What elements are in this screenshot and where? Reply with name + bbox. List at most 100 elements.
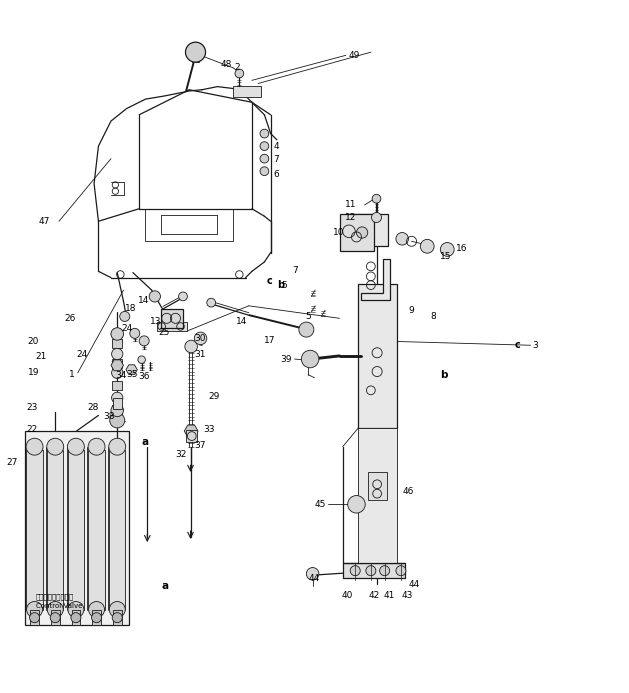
- Text: 5: 5: [281, 281, 287, 290]
- Circle shape: [26, 438, 43, 455]
- Text: 22: 22: [26, 425, 38, 434]
- Text: 44: 44: [308, 574, 320, 583]
- Circle shape: [111, 349, 123, 360]
- Circle shape: [92, 613, 102, 623]
- Bar: [113, 610, 121, 625]
- Circle shape: [366, 565, 376, 576]
- Text: Control Valve: Control Valve: [36, 604, 82, 609]
- Text: b: b: [440, 369, 447, 380]
- Bar: [359, 284, 397, 428]
- Text: 11: 11: [345, 200, 356, 209]
- Text: 6: 6: [273, 170, 279, 179]
- Text: 36: 36: [138, 372, 150, 381]
- Circle shape: [109, 602, 125, 617]
- Bar: [112, 359, 122, 368]
- Circle shape: [396, 565, 406, 576]
- Text: c: c: [515, 340, 521, 350]
- Text: 32: 32: [175, 450, 187, 459]
- Bar: [51, 610, 60, 625]
- Circle shape: [357, 227, 368, 238]
- Circle shape: [260, 155, 269, 163]
- Circle shape: [120, 311, 130, 322]
- Bar: [233, 86, 261, 97]
- Text: 30: 30: [194, 335, 206, 344]
- Text: 14: 14: [138, 296, 149, 305]
- Text: 19: 19: [28, 368, 39, 377]
- Bar: [72, 610, 81, 625]
- Text: 17: 17: [264, 335, 276, 344]
- Bar: [109, 450, 125, 610]
- Circle shape: [372, 194, 381, 203]
- Text: 10: 10: [333, 228, 345, 237]
- Circle shape: [111, 328, 123, 340]
- Text: 29: 29: [208, 392, 220, 401]
- Text: 44: 44: [408, 580, 420, 589]
- Text: 14: 14: [237, 317, 248, 326]
- Text: 38: 38: [103, 412, 114, 421]
- Circle shape: [111, 392, 123, 403]
- Circle shape: [138, 356, 145, 363]
- Circle shape: [260, 129, 269, 138]
- Bar: [112, 405, 122, 414]
- Bar: [343, 563, 405, 578]
- Text: 45: 45: [314, 500, 326, 509]
- Text: 13: 13: [150, 317, 162, 326]
- Text: 48: 48: [221, 60, 232, 69]
- Text: 33: 33: [203, 426, 214, 435]
- Bar: [30, 610, 39, 625]
- Text: 3: 3: [532, 341, 538, 350]
- Polygon shape: [362, 258, 389, 299]
- Circle shape: [260, 167, 269, 175]
- Text: 18: 18: [125, 304, 137, 313]
- Text: 46: 46: [402, 487, 413, 496]
- Circle shape: [26, 602, 43, 617]
- Text: 20: 20: [28, 337, 39, 346]
- Text: 5: 5: [305, 312, 311, 321]
- Circle shape: [235, 69, 243, 78]
- Text: 15: 15: [440, 252, 451, 261]
- Text: 49: 49: [349, 51, 360, 60]
- Bar: [113, 398, 121, 409]
- Text: 7: 7: [292, 265, 298, 274]
- Text: 25: 25: [158, 328, 169, 337]
- Circle shape: [372, 213, 382, 222]
- Circle shape: [71, 613, 81, 623]
- Text: a: a: [162, 581, 169, 590]
- Circle shape: [396, 233, 408, 245]
- Circle shape: [50, 613, 60, 623]
- Text: 7: 7: [273, 155, 279, 164]
- Bar: [340, 213, 374, 252]
- Circle shape: [149, 291, 160, 302]
- Text: 4: 4: [273, 141, 279, 150]
- Circle shape: [299, 322, 314, 337]
- Text: 9: 9: [408, 306, 414, 315]
- Circle shape: [68, 602, 84, 617]
- Bar: [161, 309, 183, 328]
- Circle shape: [112, 613, 122, 623]
- Circle shape: [67, 438, 84, 455]
- Text: 43: 43: [401, 591, 413, 600]
- Bar: [25, 431, 128, 625]
- Text: 24: 24: [121, 324, 133, 333]
- Circle shape: [348, 495, 365, 513]
- Text: a: a: [142, 437, 149, 447]
- Circle shape: [260, 142, 269, 150]
- Circle shape: [109, 438, 126, 455]
- Circle shape: [47, 602, 64, 617]
- Circle shape: [185, 340, 198, 353]
- Polygon shape: [126, 365, 137, 374]
- Text: b: b: [277, 280, 284, 290]
- Text: 8: 8: [430, 312, 436, 321]
- Circle shape: [30, 613, 40, 623]
- Circle shape: [306, 568, 319, 580]
- Text: 1: 1: [69, 370, 75, 379]
- Bar: [359, 428, 397, 563]
- Circle shape: [350, 565, 360, 576]
- Polygon shape: [111, 360, 123, 371]
- Circle shape: [89, 602, 104, 617]
- Text: 2: 2: [235, 63, 240, 72]
- Circle shape: [207, 298, 216, 307]
- Circle shape: [440, 243, 454, 256]
- Circle shape: [111, 404, 123, 416]
- Bar: [47, 450, 64, 610]
